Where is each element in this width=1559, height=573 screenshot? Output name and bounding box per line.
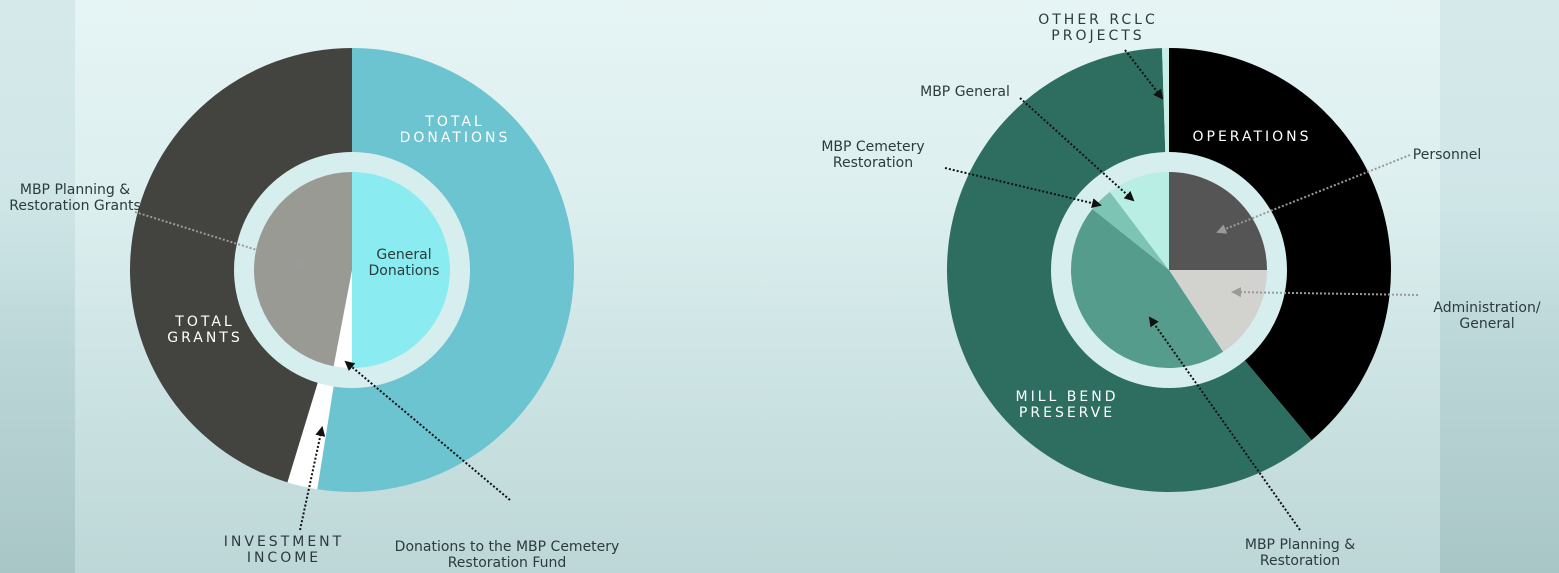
slice-label: OPERATIONS [1177,129,1327,145]
slice-label: MBP Planning & Restoration [1220,537,1380,569]
slice-label: MILL BEND PRESERVE [982,389,1152,421]
slice-label: TOTAL DONATIONS [380,114,530,146]
chart [0,0,1559,573]
page: {"chart_data": [ {"type": "nested-pie", … [0,0,1559,573]
slice-label: Personnel [1397,147,1497,163]
slice-label: TOTAL GRANTS [150,314,260,346]
slice-label: MBP Planning & Restoration Grants [0,182,150,214]
slice-label: OTHER RCLC PROJECTS [1038,12,1158,44]
slice-label: MBP Cemetery Restoration [803,139,943,171]
slice-label: General Donations [359,247,449,279]
slice-label: Administration/ General [1417,300,1557,332]
slice-label: MBP General [905,84,1025,100]
slice-label: Donations to the MBP Cemetery Restoratio… [377,539,637,571]
slice-label: INVESTMENT INCOME [204,534,364,566]
